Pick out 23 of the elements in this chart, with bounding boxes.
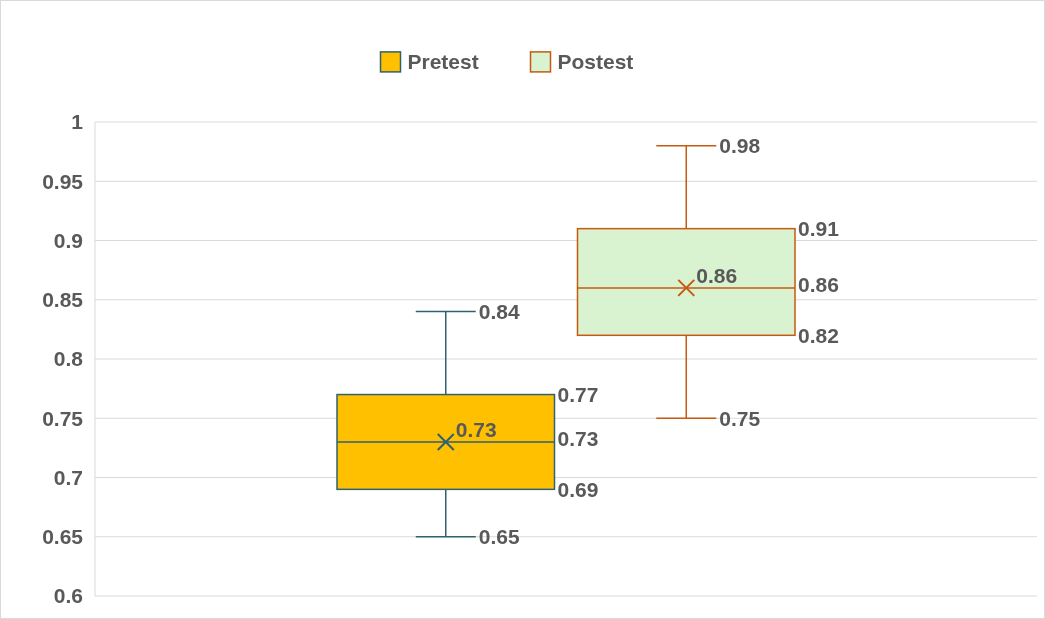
annotation: 0.75 [719, 406, 761, 430]
y-tick-label: 0.9 [53, 228, 83, 252]
legend-label: Postest [557, 50, 634, 74]
y-tick-label: 0.8 [53, 347, 84, 371]
y-tick-label: 0.95 [42, 169, 84, 193]
annotation: 0.73 [455, 418, 497, 442]
annotation: 0.73 [557, 427, 599, 451]
annotation: 0.84 [478, 299, 520, 323]
annotation: 0.77 [557, 382, 599, 406]
annotation: 0.91 [798, 217, 840, 240]
annotation: 0.82 [798, 323, 839, 347]
y-tick-label: 0.85 [42, 288, 84, 312]
y-tick-label: 0.7 [53, 465, 83, 489]
y-tick-label: 0.6 [53, 584, 83, 608]
y-tick-label: 0.75 [42, 406, 84, 430]
annotation: 0.69 [557, 477, 599, 501]
annotation: 0.98 [719, 134, 761, 158]
annotation: 0.86 [798, 273, 839, 297]
legend-label: Pretest [407, 50, 479, 74]
y-tick-label: 1 [71, 110, 84, 134]
annotation: 0.65 [478, 525, 520, 549]
y-tick-label: 0.65 [42, 525, 84, 549]
annotation: 0.86 [696, 264, 738, 288]
